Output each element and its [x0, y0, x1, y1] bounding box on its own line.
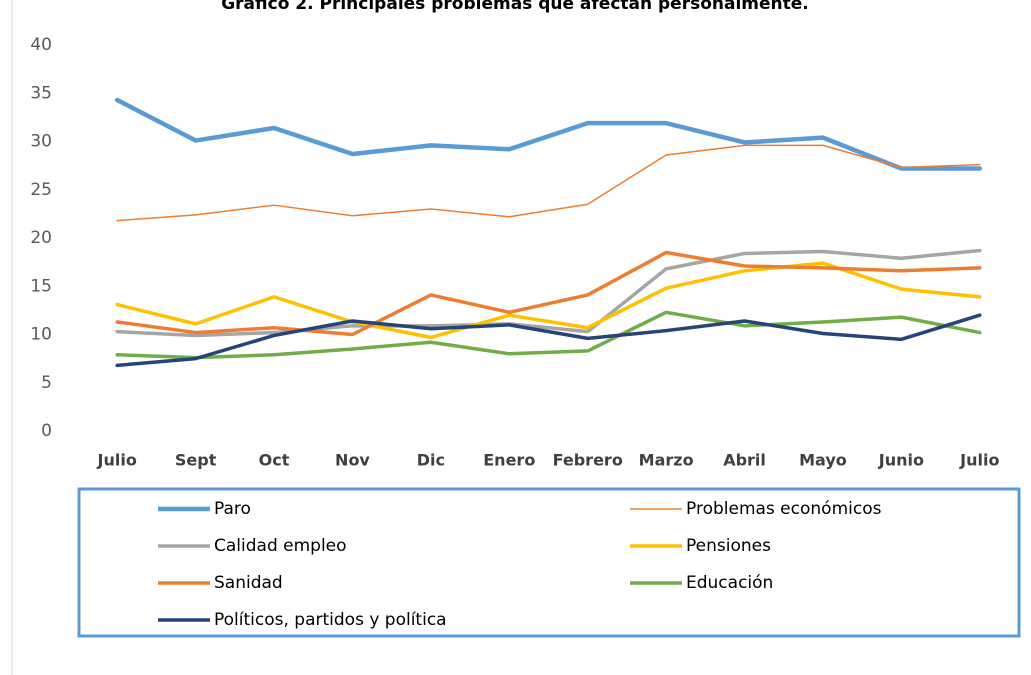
y-tick-label: 35: [30, 83, 52, 103]
legend-label: Pensiones: [686, 536, 771, 556]
x-tick-label: Junio: [878, 451, 924, 470]
x-tick-label: Enero: [483, 451, 535, 470]
x-tick-label: Julio: [97, 451, 137, 470]
y-tick-label: 40: [30, 35, 52, 55]
series-line: [115, 313, 982, 368]
x-tick-label: Abril: [723, 451, 766, 470]
series-line: [114, 97, 983, 171]
x-tick-label: Febrero: [553, 451, 623, 470]
y-tick-label: 20: [30, 228, 52, 248]
y-tick-label: 10: [30, 325, 52, 345]
legend-label: Problemas económicos: [686, 499, 882, 519]
y-tick-label: 30: [30, 132, 52, 152]
legend-label: Calidad empleo: [214, 536, 347, 556]
series-line: [115, 248, 982, 338]
series-line: [115, 310, 982, 360]
x-tick-label: Nov: [335, 451, 370, 470]
x-tick-label: Mayo: [799, 451, 847, 470]
y-tick-label: 0: [41, 421, 52, 441]
legend-label: Políticos, partidos y política: [214, 610, 447, 630]
x-tick-label: Marzo: [639, 451, 694, 470]
chart-title: Gráfico 2. Principales problemas que afe…: [221, 0, 809, 14]
y-tick-label: 15: [30, 276, 52, 296]
x-tick-label: Julio: [959, 451, 999, 470]
x-tick-label: Oct: [259, 451, 290, 470]
legend-label: Sanidad: [214, 573, 283, 593]
series-line: [116, 144, 981, 222]
x-tick-label: Sept: [175, 451, 217, 470]
y-tick-label: 25: [30, 180, 52, 200]
y-tick-label: 5: [41, 373, 52, 393]
legend-box: [77, 487, 1021, 638]
legend-label: Paro: [214, 499, 251, 519]
x-tick-label: Dic: [417, 451, 445, 470]
legend-label: Educación: [686, 573, 773, 593]
series-line: [115, 250, 982, 337]
